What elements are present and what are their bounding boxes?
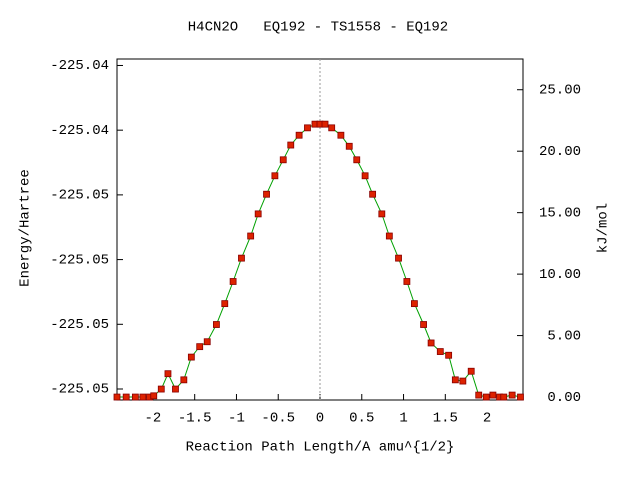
data-point bbox=[378, 210, 386, 218]
data-point bbox=[436, 348, 444, 355]
data-point bbox=[361, 172, 369, 180]
x-tick-label: -0.5 bbox=[261, 411, 295, 427]
data-point bbox=[271, 172, 279, 180]
data-point bbox=[353, 156, 361, 164]
chart-title: H4CN2O EQ192 - TS1558 - EQ192 bbox=[188, 20, 448, 36]
data-point bbox=[172, 385, 179, 393]
y-tick-label: -225.04 bbox=[50, 123, 109, 139]
data-point bbox=[345, 142, 353, 150]
data-point bbox=[337, 131, 345, 139]
y2-tick-label: 15.00 bbox=[539, 205, 581, 221]
data-point bbox=[238, 254, 245, 262]
x-tick-label: -2 bbox=[145, 411, 162, 427]
y-tick-label: -225.05 bbox=[50, 382, 109, 398]
data-point bbox=[203, 338, 211, 346]
y2-axis-label: kJ/mol bbox=[596, 203, 612, 253]
data-point bbox=[122, 393, 130, 401]
x-tick-label: 0 bbox=[316, 411, 324, 427]
data-point bbox=[247, 232, 255, 240]
data-point bbox=[475, 391, 483, 399]
data-point bbox=[451, 376, 459, 384]
data-point bbox=[508, 391, 516, 399]
data-point bbox=[150, 392, 158, 400]
data-point bbox=[113, 393, 121, 401]
data-point bbox=[229, 278, 237, 285]
y2-tick-label: 20.00 bbox=[539, 144, 581, 160]
data-point bbox=[500, 393, 508, 401]
data-point bbox=[517, 393, 524, 401]
x-tick-label: -1.5 bbox=[178, 411, 212, 427]
data-point bbox=[427, 339, 435, 347]
y-tick-label: -225.05 bbox=[50, 188, 109, 204]
data-point bbox=[304, 124, 311, 132]
y2-tick-label: 5.00 bbox=[547, 328, 581, 344]
data-point bbox=[263, 190, 270, 198]
data-point bbox=[213, 321, 220, 328]
x-axis-label: Reaction Path Length/A amu^{1/2} bbox=[186, 440, 455, 456]
data-point bbox=[157, 385, 165, 393]
x-tick-label: 1 bbox=[399, 411, 407, 427]
data-point bbox=[164, 370, 172, 378]
data-point bbox=[295, 131, 303, 139]
data-point bbox=[139, 393, 147, 401]
y2-tick-label: 10.00 bbox=[539, 267, 581, 283]
data-point bbox=[369, 190, 377, 198]
data-point bbox=[467, 367, 475, 375]
data-point bbox=[321, 120, 329, 128]
data-point bbox=[489, 391, 497, 399]
data-point bbox=[180, 376, 188, 384]
energy-curve bbox=[117, 123, 521, 398]
data-point bbox=[403, 278, 411, 285]
data-point bbox=[482, 393, 490, 401]
data-point bbox=[420, 321, 427, 328]
data-point bbox=[410, 300, 418, 308]
y2-tick-label: 0.00 bbox=[547, 390, 581, 406]
y-tick-label: -225.05 bbox=[50, 317, 109, 333]
y-tick-label: -225.04 bbox=[50, 58, 109, 74]
data-point bbox=[187, 353, 195, 361]
data-point bbox=[279, 156, 287, 164]
y-tick-label: -225.05 bbox=[50, 252, 109, 268]
data-point bbox=[385, 232, 393, 240]
data-point bbox=[196, 343, 204, 351]
x-tick-label: 0.5 bbox=[349, 411, 374, 427]
y-axis-label: Energy/Hartree bbox=[18, 169, 34, 287]
x-tick-label: -1 bbox=[228, 411, 245, 427]
x-tick-label: 1.5 bbox=[433, 411, 458, 427]
data-point bbox=[254, 210, 262, 218]
data-point bbox=[328, 124, 336, 132]
y2-tick-label: 25.00 bbox=[539, 82, 581, 98]
data-point bbox=[287, 141, 295, 149]
data-point bbox=[445, 351, 453, 359]
x-tick-label: 2 bbox=[483, 411, 491, 427]
data-point bbox=[459, 377, 467, 385]
data-point bbox=[131, 393, 139, 401]
data-point bbox=[395, 254, 402, 262]
data-point bbox=[221, 300, 229, 308]
